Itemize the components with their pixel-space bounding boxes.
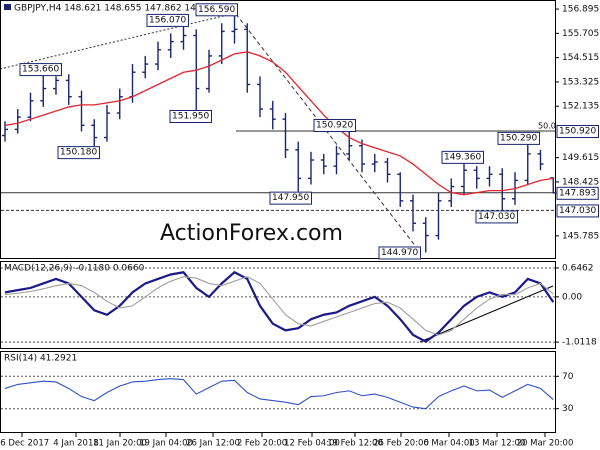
- moving-average: [4, 51, 554, 196]
- price-annotation: 156.070: [149, 15, 186, 25]
- indicator-line: [4, 276, 554, 336]
- y-tick-label: 0.00: [562, 292, 582, 302]
- price-annotation: 150.290: [500, 133, 537, 143]
- x-tick-label: 13 Mar 12:00: [469, 439, 526, 449]
- rsi-title: RSI(14) 41.2921: [4, 354, 77, 364]
- x-tick-label: 26 Feb 20:00: [373, 439, 429, 449]
- trend-line: [235, 13, 421, 253]
- x-tick-label: 19 Jan 04:00: [139, 439, 193, 449]
- trend-line: [419, 285, 554, 343]
- x-tick-label: 12 Feb 04:00: [284, 439, 340, 449]
- label-box: [19, 63, 62, 77]
- y-tick-label: 0.6462: [562, 263, 594, 273]
- label-box: [497, 131, 540, 145]
- label-box: [556, 125, 599, 139]
- label-box: [169, 109, 212, 123]
- fib-label: 50.0: [538, 122, 556, 131]
- x-tick-label: 11 Jan 20:00: [93, 439, 147, 449]
- level-label: 147.030: [559, 206, 596, 216]
- y-tick-label: 154.515: [562, 53, 599, 63]
- price-annotation: 151.950: [172, 111, 209, 121]
- y-tick-label: 152.135: [562, 102, 599, 112]
- level-label: 150.920: [559, 127, 596, 137]
- price-panel: [0, 0, 556, 259]
- price-annotation: 156.590: [198, 5, 235, 15]
- price-annotation: 147.950: [272, 193, 309, 203]
- label-box: [195, 3, 238, 17]
- symbol-icon: [4, 4, 11, 10]
- rsi-panel: [0, 351, 556, 433]
- label-box: [269, 191, 312, 205]
- trend-line: [0, 12, 237, 70]
- x-tick-label: 20 Mar 20:00: [517, 439, 574, 449]
- indicator-line: [4, 270, 555, 343]
- x-tick-label: 2 Feb 20:00: [237, 439, 287, 449]
- y-tick-label: 145.785: [562, 231, 599, 241]
- label-box: [475, 210, 518, 224]
- price-annotation: 147.030: [478, 212, 515, 222]
- price-annotation: 144.970: [381, 248, 418, 258]
- y-tick-label: 148.425: [562, 177, 599, 187]
- label-box: [313, 119, 356, 133]
- y-tick-label: -1.0118: [562, 338, 597, 348]
- price-annotation: 153.660: [22, 65, 59, 75]
- level-label: 147.893: [559, 188, 596, 198]
- label-box: [146, 13, 189, 27]
- price-annotation: 150.920: [316, 121, 353, 131]
- label-box: [556, 204, 599, 218]
- price-annotation: 149.360: [444, 152, 481, 162]
- y-tick-label: 70: [562, 372, 574, 382]
- label-box: [556, 186, 599, 200]
- chart-title: GBPJPY,H4 148.621 148.655 147.862 147.89…: [14, 4, 222, 14]
- y-tick-label: 155.705: [562, 29, 599, 39]
- watermark: ActionForex.com: [160, 221, 343, 246]
- x-tick-label: 26 Jan 12:00: [186, 439, 240, 449]
- x-tick-label: 6 Mar 04:00: [423, 439, 474, 449]
- label-box: [378, 246, 421, 260]
- macd-title: MACD(12,26,9) -0.1180 0.0660: [4, 264, 145, 274]
- y-tick-label: 30: [562, 404, 574, 414]
- label-box: [441, 150, 484, 164]
- label-box: [57, 146, 100, 160]
- price-annotation: 150.180: [60, 148, 97, 158]
- indicator-line: [4, 378, 554, 410]
- x-tick-label: 26 Dec 2017: [0, 439, 49, 449]
- x-tick-label: 19 Feb 12:00: [327, 439, 383, 449]
- x-tick-label: 4 Jan 2018: [53, 439, 99, 449]
- macd-panel: [0, 261, 556, 349]
- y-tick-label: 156.895: [562, 5, 599, 15]
- y-tick-label: 149.615: [562, 153, 599, 163]
- y-tick-label: 153.325: [562, 77, 599, 87]
